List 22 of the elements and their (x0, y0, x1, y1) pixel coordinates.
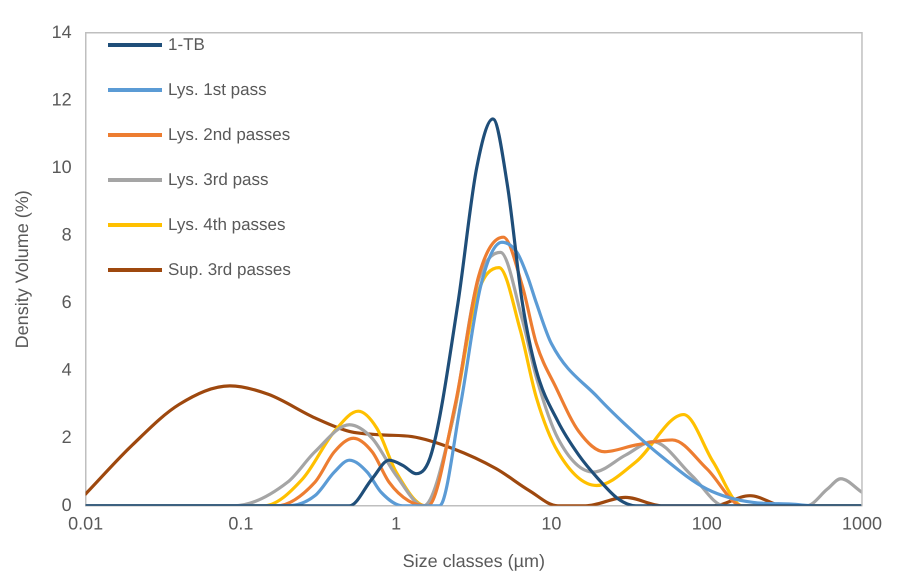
y-tick-label: 0 (62, 494, 72, 515)
x-tick-label: 1000 (842, 514, 882, 534)
x-tick-label: 1 (391, 514, 402, 534)
y-axis-title: Density Volume (%) (12, 190, 32, 348)
y-tick-label: 8 (62, 224, 72, 244)
legend-label: Lys. 1st pass (168, 80, 267, 100)
y-tick-label: 2 (62, 427, 72, 448)
x-axis-title: Size classes (µm) (402, 551, 546, 572)
y-tick-label: 10 (52, 156, 72, 177)
x-tick-label: 0.01 (68, 514, 104, 534)
legend-label: Lys. 3rd pass (168, 170, 268, 190)
x-tick-label: 10 (541, 514, 562, 534)
legend-label: Sup. 3rd passes (168, 260, 291, 280)
legend-label: 1-TB (168, 34, 205, 54)
y-tick-label: 6 (62, 292, 72, 312)
y-tick-label: 14 (52, 22, 72, 42)
x-tick-label: 0.1 (228, 514, 254, 534)
y-tick-label: 4 (62, 360, 72, 380)
legend-label: Lys. 4th passes (168, 214, 286, 234)
legend-label: Lys. 2nd passes (168, 124, 290, 144)
y-tick-label: 12 (52, 89, 72, 110)
x-tick-label: 100 (692, 514, 722, 534)
